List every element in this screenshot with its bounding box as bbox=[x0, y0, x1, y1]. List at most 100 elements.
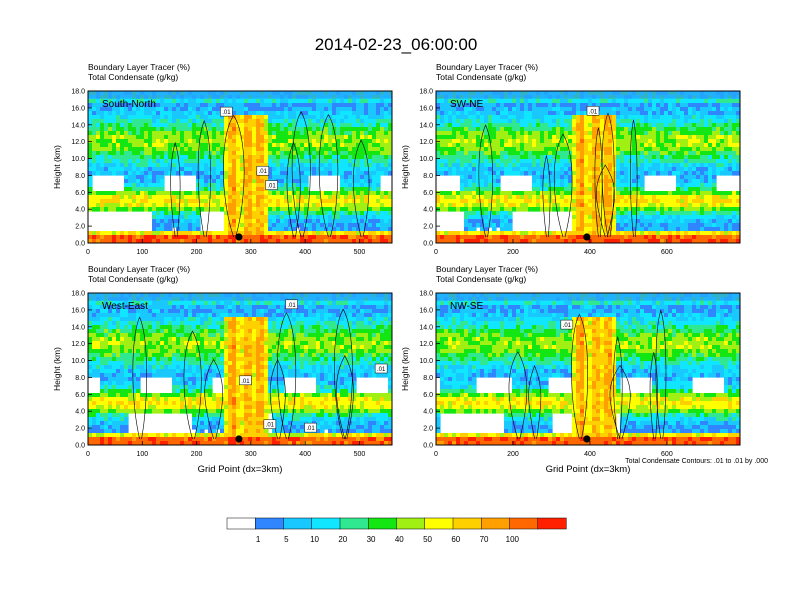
y-tick-label: 12.0 bbox=[419, 341, 433, 348]
y-tick-label: 8.0 bbox=[75, 173, 85, 180]
contour-label-box bbox=[265, 180, 278, 190]
condensate-contour bbox=[336, 355, 354, 440]
panel-header-tracer: Boundary Layer Tracer (%) bbox=[88, 264, 190, 274]
x-tick-label: 500 bbox=[354, 249, 366, 256]
y-tick-label: 10.0 bbox=[71, 156, 85, 163]
condensate-contour bbox=[553, 133, 573, 238]
y-tick-label: 4.0 bbox=[75, 207, 85, 214]
contour-label-box bbox=[285, 299, 298, 310]
x-axis-label: Grid Point (dx=3km) bbox=[546, 464, 631, 475]
x-tick-label: 200 bbox=[507, 249, 519, 256]
contour-label: .01 bbox=[306, 426, 315, 432]
location-marker bbox=[235, 233, 243, 241]
x-tick-label: 400 bbox=[584, 451, 596, 458]
x-tick-label: 200 bbox=[191, 451, 203, 458]
field-3 bbox=[436, 293, 740, 445]
colorbar-swatch bbox=[339, 517, 369, 530]
condensate-contour bbox=[596, 164, 615, 238]
x-tick-label: 500 bbox=[354, 451, 366, 458]
y-tick-label: 12.0 bbox=[71, 139, 85, 146]
y-tick-label: 12.0 bbox=[419, 139, 433, 146]
condensate-contour bbox=[613, 335, 623, 440]
x-tick-label: 200 bbox=[507, 451, 519, 458]
contour-label-box bbox=[560, 319, 574, 330]
y-tick-label: 10.0 bbox=[71, 358, 85, 365]
x-tick-label: 600 bbox=[661, 451, 673, 458]
panel-west-east: Boundary Layer Tracer (%)Total Condensat… bbox=[52, 264, 393, 475]
y-tick-label: 16.0 bbox=[419, 307, 433, 314]
x-tick-label: 0 bbox=[434, 249, 438, 256]
panel-label: NW-SE bbox=[450, 301, 483, 312]
condensate-contour bbox=[655, 309, 667, 440]
contour-label-box bbox=[256, 165, 270, 176]
contour-note: Total Condensate Contours: .01 to .01 by… bbox=[625, 458, 768, 465]
condensate-contour bbox=[197, 120, 211, 238]
contour-label-box bbox=[239, 375, 252, 386]
colorbar-swatch bbox=[226, 517, 256, 530]
x-tick-label: 400 bbox=[299, 451, 311, 458]
plot-frame bbox=[435, 292, 741, 446]
y-tick-label: 18.0 bbox=[71, 89, 85, 96]
contour-label: .01 bbox=[563, 323, 572, 329]
colorbar-label: 30 bbox=[367, 535, 376, 544]
condensate-contour bbox=[276, 312, 297, 440]
y-tick-label: 4.0 bbox=[423, 207, 433, 214]
plot-frame bbox=[87, 90, 393, 244]
y-tick-label: 8.0 bbox=[423, 173, 433, 180]
y-tick-label: 16.0 bbox=[419, 105, 433, 112]
x-axis-label: Grid Point (dx=3km) bbox=[198, 464, 283, 475]
condensate-contour bbox=[204, 358, 223, 440]
panel-nw-se: Boundary Layer Tracer (%)Total Condensat… bbox=[400, 264, 741, 475]
x-tick-label: 0 bbox=[434, 451, 438, 458]
field-0 bbox=[88, 91, 392, 243]
colorbar-swatch bbox=[452, 517, 482, 530]
y-tick-label: 2.0 bbox=[423, 224, 433, 231]
y-tick-label: 16.0 bbox=[71, 105, 85, 112]
condensate-contour bbox=[478, 124, 493, 238]
colorbar-swatch bbox=[481, 517, 511, 530]
location-marker bbox=[583, 435, 591, 443]
y-tick-label: 0.0 bbox=[423, 241, 433, 248]
location-marker bbox=[583, 233, 591, 241]
y-tick-label: 2.0 bbox=[75, 224, 85, 231]
panel-header-condensate: Total Condensate (g/kg) bbox=[88, 72, 178, 82]
colorbar-label: 60 bbox=[451, 535, 460, 544]
condensate-contour bbox=[353, 139, 370, 238]
condensate-contour bbox=[223, 115, 245, 238]
panel-label: West-East bbox=[102, 301, 148, 312]
x-tick-label: 600 bbox=[661, 249, 673, 256]
colorbar-swatch bbox=[509, 517, 539, 530]
y-axis-label: Height (km) bbox=[52, 347, 62, 391]
colorbar-label: 20 bbox=[338, 535, 347, 544]
x-tick-label: 400 bbox=[299, 249, 311, 256]
figure-title: 2014-02-23_06:00:00 bbox=[315, 35, 478, 54]
condensate-contour bbox=[318, 114, 339, 238]
condensate-contour bbox=[291, 111, 311, 238]
condensate-contour bbox=[333, 308, 353, 440]
colorbar-swatch bbox=[255, 517, 285, 530]
contour-label: .01 bbox=[377, 367, 386, 373]
contour-label: .01 bbox=[589, 109, 598, 115]
x-tick-label: 200 bbox=[191, 249, 203, 256]
y-tick-label: 6.0 bbox=[75, 190, 85, 197]
colorbar-swatch bbox=[537, 517, 567, 530]
condensate-contour bbox=[630, 119, 638, 238]
y-tick-label: 18.0 bbox=[419, 291, 433, 298]
y-tick-label: 12.0 bbox=[71, 341, 85, 348]
y-tick-label: 14.0 bbox=[71, 324, 85, 331]
panel-header-condensate: Total Condensate (g/kg) bbox=[436, 274, 526, 284]
y-tick-label: 16.0 bbox=[71, 307, 85, 314]
condensate-contour bbox=[609, 364, 631, 440]
y-tick-label: 2.0 bbox=[423, 426, 433, 433]
y-tick-label: 14.0 bbox=[71, 122, 85, 129]
y-tick-label: 8.0 bbox=[423, 375, 433, 382]
panel-south-north: Boundary Layer Tracer (%)Total Condensat… bbox=[52, 62, 393, 256]
condensate-contour bbox=[601, 112, 615, 238]
y-tick-label: 14.0 bbox=[419, 324, 433, 331]
colorbar-label: 100 bbox=[506, 535, 520, 544]
contour-label: .01 bbox=[267, 184, 276, 190]
y-tick-label: 10.0 bbox=[419, 156, 433, 163]
panel-header-tracer: Boundary Layer Tracer (%) bbox=[88, 62, 190, 72]
panel-header-tracer: Boundary Layer Tracer (%) bbox=[436, 264, 538, 274]
y-tick-label: 18.0 bbox=[419, 89, 433, 96]
